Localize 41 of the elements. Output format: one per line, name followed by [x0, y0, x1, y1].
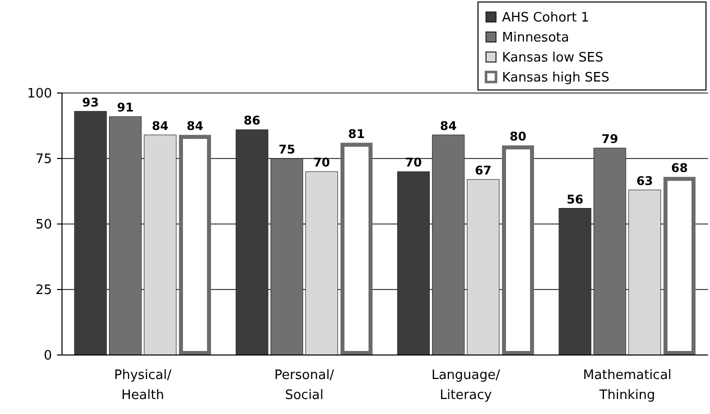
legend-label: Minnesota [502, 30, 570, 46]
x-tick-label: Language/ Literacy [431, 368, 501, 403]
legend-label: AHS Cohort 1 [502, 10, 590, 26]
data-label: 81 [348, 126, 365, 141]
data-label: 68 [671, 160, 688, 175]
data-label: 56 [566, 192, 584, 206]
y-tick-label: 25 [35, 283, 52, 298]
data-label: 70 [405, 156, 422, 170]
data-label: 79 [601, 132, 618, 146]
bar [432, 134, 465, 356]
data-label: 93 [82, 95, 99, 110]
bar [144, 134, 176, 356]
x-tick-label: Personal/ Social [274, 368, 335, 403]
y-tick-label: 50 [35, 218, 52, 233]
bar [558, 208, 592, 356]
legend-label: Kansas low SES [502, 50, 604, 66]
bar [628, 190, 661, 356]
bar [466, 179, 500, 356]
y-tick-label: 100 [27, 86, 52, 102]
y-tick-label: 75 [35, 152, 52, 168]
data-label: 91 [116, 100, 134, 115]
data-label: 70 [313, 156, 330, 170]
data-label: 75 [278, 142, 296, 156]
y-tick-label: 0 [44, 348, 52, 364]
data-label: 67 [474, 163, 492, 178]
data-label: 80 [510, 129, 526, 144]
data-label: 63 [636, 174, 654, 188]
bar [594, 148, 626, 356]
x-tick-label: Mathematical Thinking [582, 368, 672, 403]
data-label: 86 [244, 114, 260, 128]
legend-label: Kansas high SES [502, 70, 610, 86]
x-tick-label: Physical/ Health [114, 368, 172, 403]
bar [270, 158, 304, 356]
data-label: 84 [186, 118, 204, 133]
bar [305, 171, 338, 356]
bar [397, 171, 430, 356]
bar [109, 116, 142, 356]
bar [236, 129, 268, 356]
bar [74, 111, 107, 356]
data-label: 84 [440, 118, 457, 133]
data-label: 84 [152, 118, 169, 133]
